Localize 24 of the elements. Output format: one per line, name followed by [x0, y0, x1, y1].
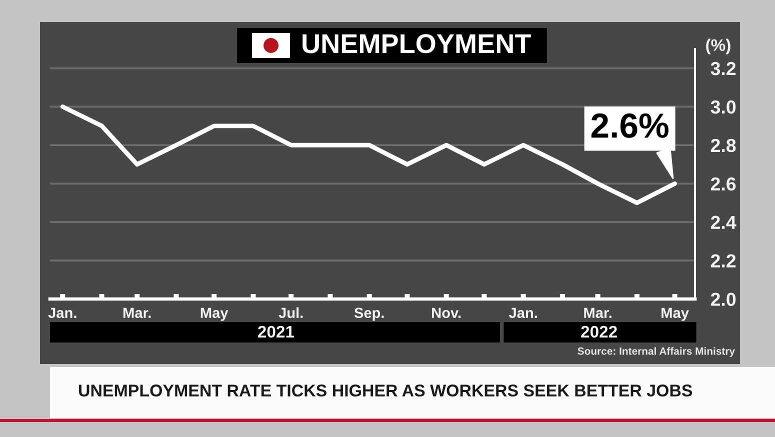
x-tick-label: Nov. — [432, 308, 461, 318]
y-tick-label: 2.0 — [710, 292, 736, 306]
x-tick-label: Jul. — [278, 307, 303, 318]
x2-tick-label: 2021 — [258, 326, 294, 338]
y-tick-label: 2.6 — [710, 177, 736, 191]
x-tick-label: May — [662, 308, 689, 321]
x-tick-label: May — [200, 308, 228, 321]
source-note: Source: Internal Affairs Ministry — [578, 347, 735, 357]
line-series — [60, 104, 678, 206]
annotation: 2.6% — [591, 113, 668, 138]
chart-title: UNEMPLOYMENT — [302, 34, 531, 54]
text: UNEMPLOYMENT RATE TICKS HIGHER AS WORKERS SEEK BETTER JOBS — [79, 384, 692, 397]
y-tick-label: 2.8 — [710, 138, 736, 152]
y-tick-label: 3.0 — [710, 100, 736, 114]
x-tick-label: Mar. — [584, 308, 612, 318]
x2-tick-label: 2022 — [581, 326, 617, 338]
y-axis-title: (%) — [706, 38, 730, 54]
x-tick-label: Mar. — [123, 308, 151, 318]
x-tick-label: Sep. — [354, 308, 384, 321]
y-tick-label: 2.2 — [710, 254, 736, 268]
y-tick-label: 2.4 — [710, 216, 736, 229]
x-tick-label: Jan. — [48, 308, 76, 318]
x-tick-label: Jan. — [508, 308, 537, 318]
y-tick-label: 3.2 — [710, 62, 736, 76]
